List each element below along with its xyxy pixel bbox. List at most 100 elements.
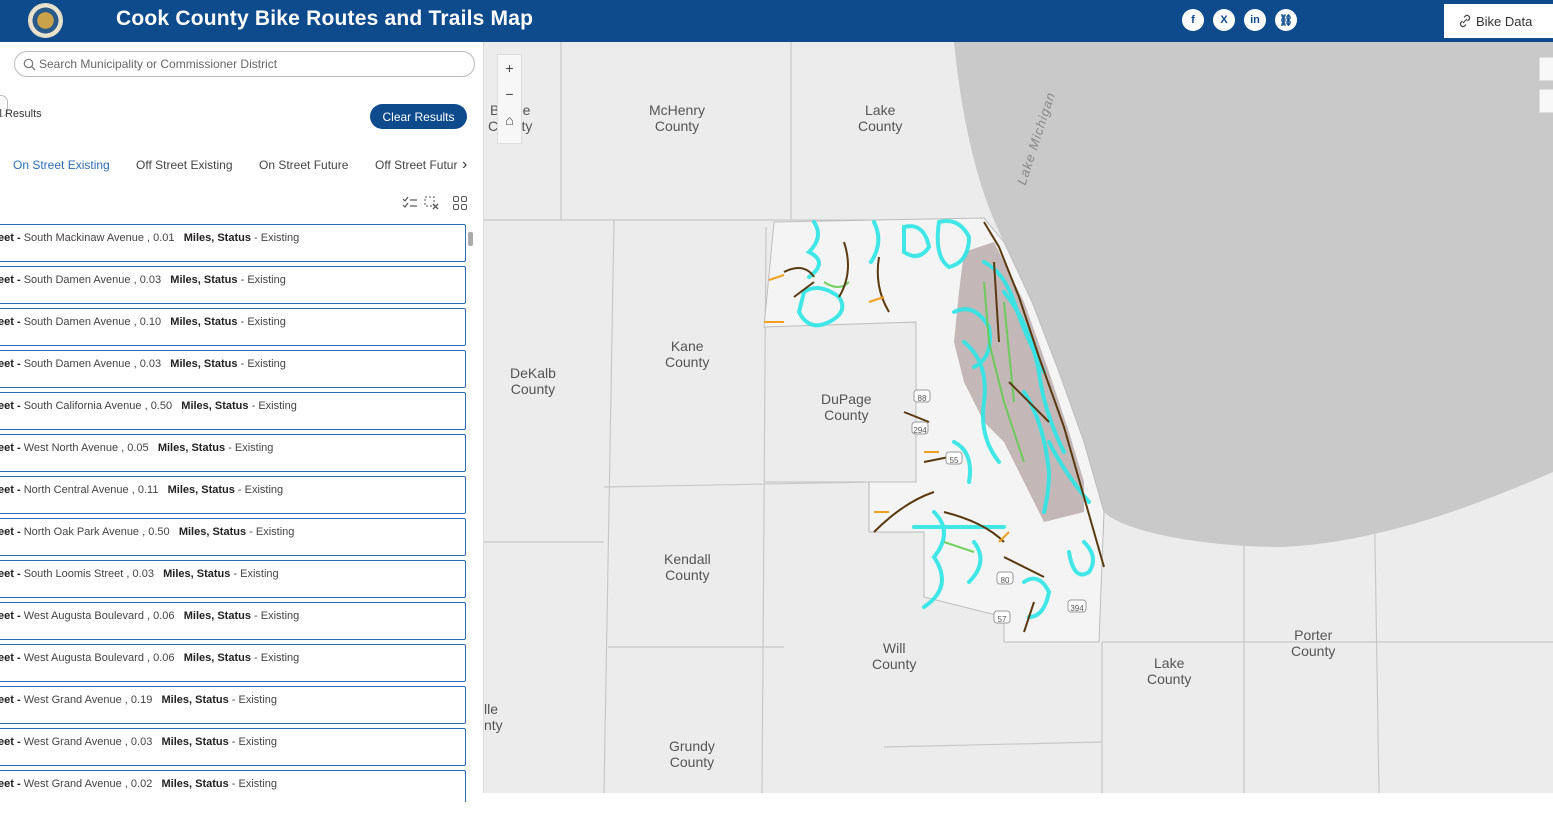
row-status: Existing <box>238 736 278 748</box>
clear-results-button[interactable]: Clear Results <box>370 104 467 129</box>
map-right-toolbar <box>1539 57 1553 117</box>
row-status: Existing <box>260 232 300 244</box>
basemap <box>484 42 1553 793</box>
grid-view-icon[interactable] <box>452 195 468 211</box>
app-title: Cook County Bike Routes and Trails Map <box>116 7 534 30</box>
search-icon <box>23 58 36 71</box>
list-item[interactable]: eet - West Augusta Boulevard , 0.06 Mile… <box>0 644 466 682</box>
row-prefix: eet <box>0 484 14 496</box>
row-status: Existing <box>255 526 295 538</box>
bike-data-button[interactable]: Bike Data <box>1444 4 1553 38</box>
row-prefix: eet <box>0 358 14 370</box>
row-miles: 0.05 <box>127 442 149 454</box>
tab-off-street-future[interactable]: Off Street Futur <box>375 158 458 172</box>
list-item[interactable]: eet - West Grand Avenue , 0.02 Miles, St… <box>0 770 466 802</box>
chevron-right-icon[interactable]: › <box>462 156 468 173</box>
facebook-icon[interactable]: f <box>1182 9 1204 31</box>
list-item[interactable]: eet - West Augusta Boulevard , 0.06 Mile… <box>0 602 466 640</box>
row-street: South Damen Avenue <box>23 316 131 328</box>
row-miles-status-label: Miles, Status <box>183 652 251 664</box>
row-status: Existing <box>260 652 300 664</box>
row-status: Existing <box>240 568 279 580</box>
list-item[interactable]: eet - North Oak Park Avenue , 0.50 Miles… <box>0 518 466 556</box>
bike-data-label: Bike Data <box>1476 13 1533 29</box>
row-miles-status-label: Miles, Status <box>183 232 251 244</box>
search-input[interactable]: Search Municipality or Commissioner Dist… <box>14 51 475 77</box>
row-prefix: eet <box>0 526 14 538</box>
list-item[interactable]: eet - South California Avenue , 0.50 Mil… <box>0 392 466 430</box>
link-icon[interactable]: ⛓ <box>1275 9 1297 31</box>
x-icon[interactable]: X <box>1213 9 1235 31</box>
highway-shield: 80 <box>1000 576 1010 585</box>
list-item[interactable]: eet - South Loomis Street , 0.03 Miles, … <box>0 560 466 598</box>
county-label-kendall: Kendall County <box>664 551 711 583</box>
map-view[interactable]: 88 294 55 80 57 394 Boone County McHenry… <box>484 42 1553 793</box>
tab-on-street-future[interactable]: On Street Future <box>259 158 349 172</box>
row-status: Existing <box>247 316 286 328</box>
row-prefix: eet <box>0 316 14 328</box>
layer-tabs: On Street Existing Off Street Existing O… <box>0 152 484 182</box>
highway-shield: 394 <box>1070 604 1084 613</box>
list-item[interactable]: eet - West North Avenue , 0.05 Miles, St… <box>0 434 466 472</box>
list-item[interactable]: eet - South Damen Avenue , 0.03 Miles, S… <box>0 266 466 304</box>
highway-shield: 294 <box>913 426 927 435</box>
row-street: West Grand Avenue <box>23 694 122 706</box>
list-item[interactable]: eet - South Damen Avenue , 0.10 Miles, S… <box>0 308 466 346</box>
row-street: West North Avenue <box>23 442 119 454</box>
row-miles: 0.03 <box>130 736 153 748</box>
row-miles-status-label: Miles, Status <box>178 526 247 538</box>
row-status: Existing <box>238 694 278 706</box>
zoom-in-button[interactable]: + <box>505 60 514 76</box>
row-miles: 0.01 <box>153 232 175 244</box>
row-status: Existing <box>234 442 274 454</box>
row-status: Existing <box>247 274 286 286</box>
row-prefix: eet <box>0 442 14 454</box>
layers-icon[interactable] <box>1539 57 1553 81</box>
list-item[interactable]: eet - South Damen Avenue , 0.03 Miles, S… <box>0 350 466 388</box>
tab-off-street-existing[interactable]: Off Street Existing <box>136 158 233 172</box>
row-street: North Central Avenue <box>23 484 129 496</box>
row-street: North Oak Park Avenue <box>23 526 140 538</box>
list-item[interactable]: eet - North Central Avenue , 0.11 Miles,… <box>0 476 466 514</box>
county-label-porter: Porter County <box>1291 627 1336 659</box>
home-icon[interactable]: ⌂ <box>505 112 514 128</box>
scroll-thumb[interactable] <box>468 232 473 246</box>
county-label-grundy: Grundy County <box>669 738 715 770</box>
legend-icon[interactable] <box>1539 89 1553 113</box>
row-miles: 0.03 <box>132 568 154 580</box>
county-label-lake-in: Lake County <box>1147 655 1192 687</box>
zoom-out-button[interactable]: − <box>505 86 514 102</box>
row-street: South Mackinaw Avenue <box>23 232 144 244</box>
results-scrollbar[interactable] <box>467 222 475 835</box>
row-street: West Augusta Boulevard <box>23 652 144 664</box>
row-status: Existing <box>258 400 297 412</box>
list-item[interactable]: eet - West Grand Avenue , 0.03 Miles, St… <box>0 728 466 766</box>
row-miles-status-label: Miles, Status <box>161 694 229 706</box>
row-street: South Damen Avenue <box>23 358 131 370</box>
county-label-dekalb: DeKalb County <box>510 365 556 397</box>
row-street: South Damen Avenue <box>23 274 131 286</box>
select-all-icon[interactable] <box>402 195 418 211</box>
row-miles: 0.06 <box>153 610 175 622</box>
county-label-will: Will County <box>872 640 917 672</box>
row-miles-status-label: Miles, Status <box>157 442 226 454</box>
results-panel: Search Municipality or Commissioner Dist… <box>0 42 484 802</box>
linkedin-icon[interactable]: in <box>1244 9 1266 31</box>
list-item[interactable]: eet - West Grand Avenue , 0.19 Miles, St… <box>0 686 466 724</box>
clear-selection-icon[interactable] <box>424 195 440 211</box>
row-street: South Loomis Street <box>23 568 124 580</box>
row-prefix: eet <box>0 694 14 706</box>
row-street: West Grand Avenue <box>23 736 122 748</box>
results-label: ll Results <box>0 108 42 120</box>
tab-on-street-existing[interactable]: On Street Existing <box>13 158 110 172</box>
row-miles: 0.06 <box>153 652 175 664</box>
row-miles: 0.03 <box>139 358 162 370</box>
highway-shield: 55 <box>949 456 959 465</box>
row-prefix: eet <box>0 400 14 412</box>
list-item[interactable]: eet - South Mackinaw Avenue , 0.01 Miles… <box>0 224 466 262</box>
row-miles-status-label: Miles, Status <box>170 274 238 286</box>
row-miles-status-label: Miles, Status <box>170 358 238 370</box>
row-prefix: eet <box>0 568 14 580</box>
row-status: Existing <box>260 610 300 622</box>
county-label-lasalle: lle nty <box>484 701 503 733</box>
